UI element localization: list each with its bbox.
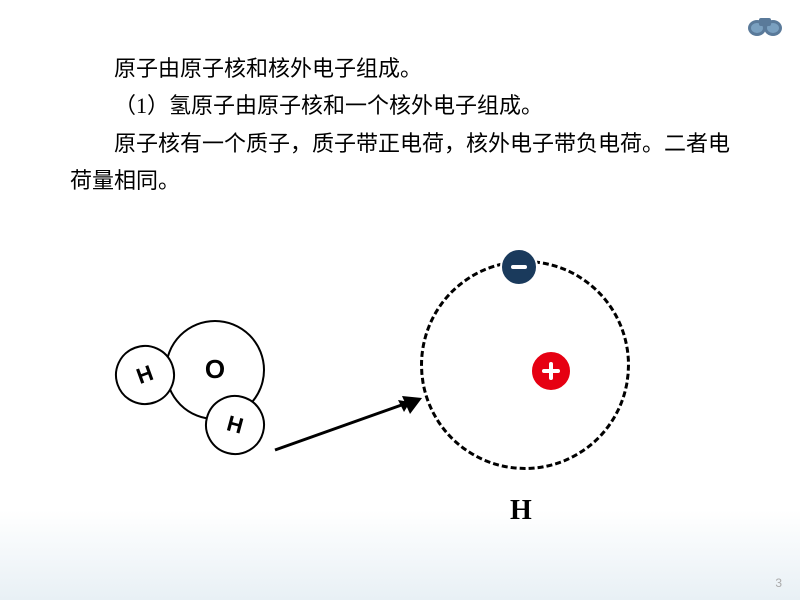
oxygen-label: O: [205, 354, 225, 385]
electron-icon: [500, 248, 538, 286]
hydrogen-label: H: [510, 495, 532, 527]
plus-sign: [542, 362, 560, 380]
diagram-area: O H H H: [0, 230, 800, 550]
text-content: 原子由原子核和核外电子组成。 （1）氢原子由原子核和一个核外电子组成。 原子核有…: [0, 0, 800, 200]
hydrogen2-label: H: [224, 410, 246, 439]
minus-sign: [511, 265, 527, 269]
line-1: 原子由原子核和核外电子组成。: [70, 50, 730, 87]
hydrogen1-label: H: [133, 360, 157, 390]
binoculars-icon: [745, 10, 785, 40]
electron-orbit: [420, 260, 630, 470]
page-number: 3: [775, 576, 782, 590]
line-3: 原子核有一个质子，质子带正电荷，核外电子带负电荷。二者电荷量相同。: [70, 125, 730, 200]
line-2: （1）氢原子由原子核和一个核外电子组成。: [70, 87, 730, 124]
proton-icon: [530, 350, 572, 392]
arrow-icon: [270, 390, 430, 460]
